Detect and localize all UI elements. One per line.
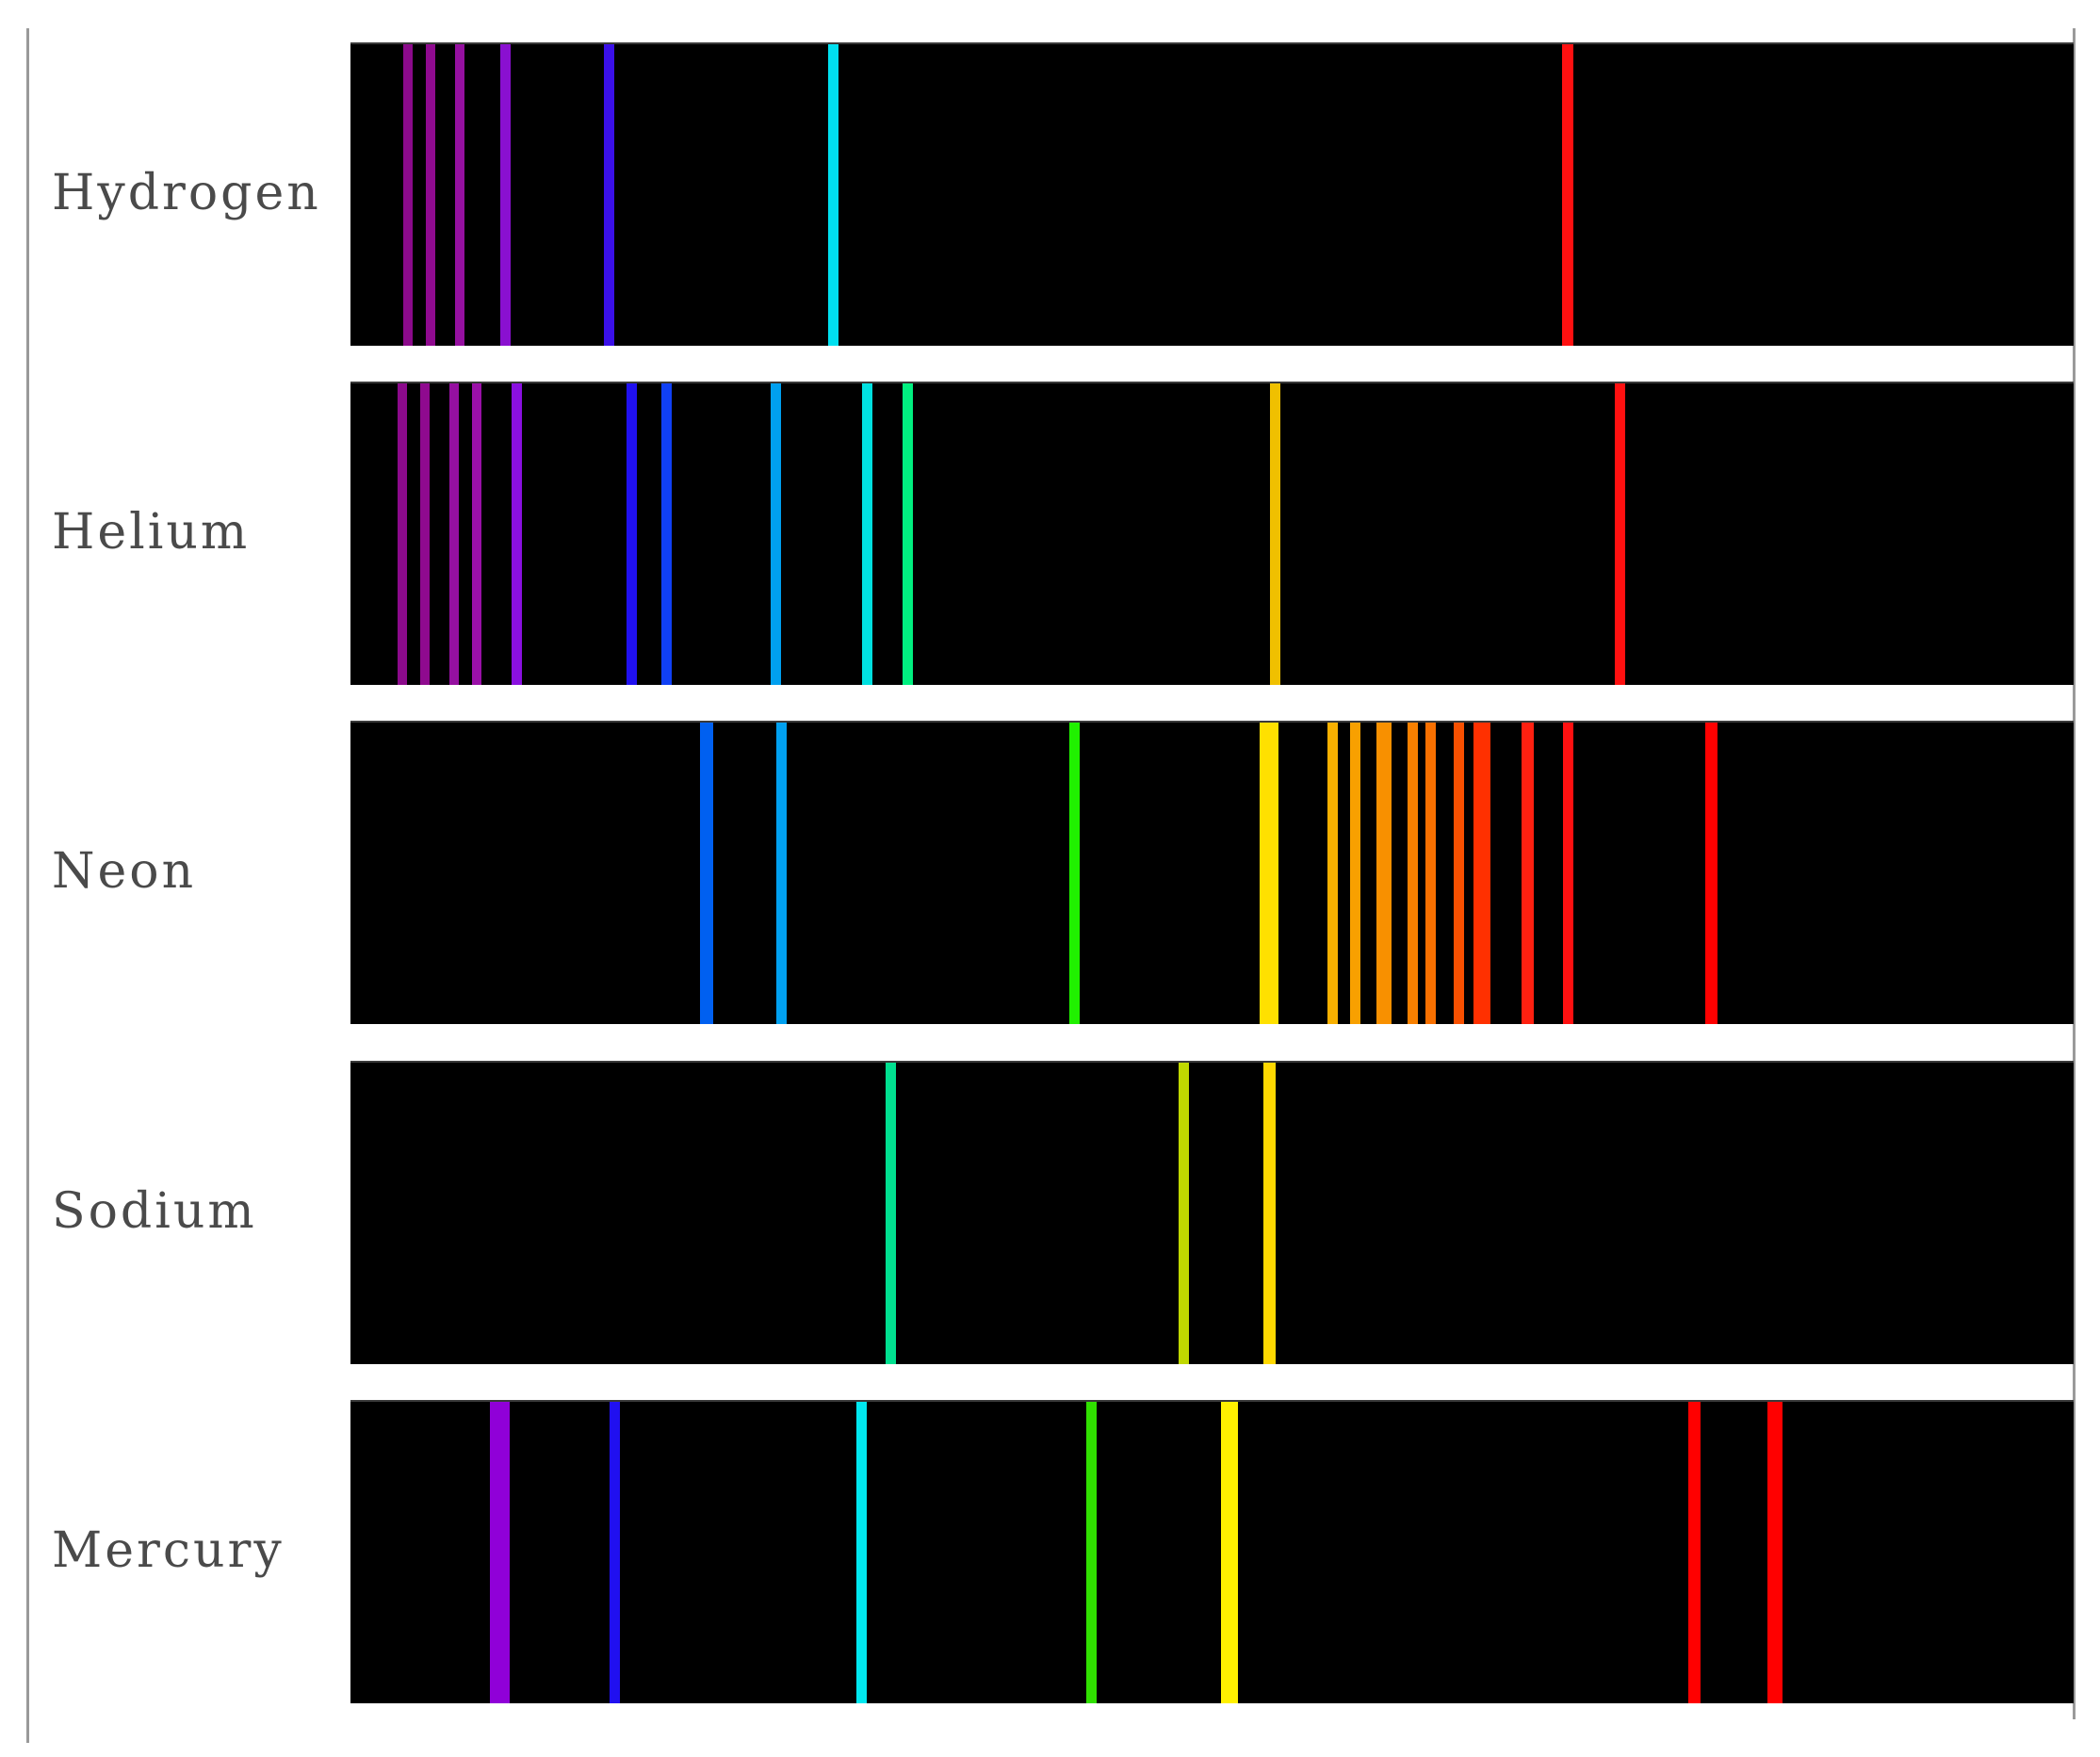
hydrogen-line-419: [455, 44, 464, 346]
neon-line-475: [776, 723, 787, 1024]
mercury-line-446: [610, 1402, 620, 1703]
label-hydrogen: Hydrogen: [52, 165, 321, 221]
neon-line-597: [1473, 723, 1490, 1024]
neon-line-462: [700, 723, 713, 1024]
left-frame-line: [26, 28, 29, 1743]
label-sodium: Sodium: [52, 1183, 257, 1240]
neon-line-605: [1522, 723, 1534, 1024]
hydrogen-line-612: [1562, 44, 1573, 346]
helium-line-455: [661, 383, 672, 685]
mercury-line-489: [856, 1402, 867, 1703]
helium-line-490: [862, 383, 872, 685]
mercury-line-634: [1688, 1402, 1701, 1703]
neon-line-575: [1350, 723, 1360, 1024]
hydrogen-line-410: [403, 44, 413, 346]
helium-line-497: [903, 383, 913, 685]
mercury-line-553: [1221, 1402, 1238, 1703]
neon-line-593: [1454, 723, 1464, 1024]
row-neon: Neon: [0, 721, 2100, 1024]
spectrum-neon: [350, 721, 2074, 1024]
spectrum-sodium: [350, 1061, 2074, 1364]
row-hydrogen: Hydrogen: [0, 42, 2100, 346]
helium-line-561: [1270, 383, 1280, 685]
helium-line-422: [472, 383, 481, 685]
neon-line-560: [1260, 723, 1278, 1024]
helium-line-409: [398, 383, 407, 685]
mercury-line-426: [490, 1402, 510, 1703]
sodium-line-494: [886, 1063, 896, 1364]
hydrogen-line-445: [604, 44, 614, 346]
spectrum-helium: [350, 382, 2074, 685]
neon-line-588: [1425, 723, 1436, 1024]
sodium-line-545: [1179, 1063, 1189, 1364]
row-mercury: Mercury: [0, 1400, 2100, 1703]
neon-line-571: [1327, 723, 1338, 1024]
helium-line-429: [512, 383, 522, 685]
sodium-line-560: [1263, 1063, 1276, 1364]
hydrogen-line-414: [426, 44, 435, 346]
neon-line-580: [1376, 723, 1392, 1024]
neon-line-612: [1563, 723, 1573, 1024]
helium-line-449: [627, 383, 637, 685]
label-helium: Helium: [52, 504, 251, 561]
row-sodium: Sodium: [0, 1061, 2100, 1364]
spectrum-mercury: [350, 1400, 2074, 1703]
mercury-line-648: [1767, 1402, 1783, 1703]
neon-line-526: [1069, 723, 1080, 1024]
hydrogen-line-427: [500, 44, 511, 346]
right-frame-line: [2073, 28, 2076, 1719]
hydrogen-line-484: [828, 44, 838, 346]
helium-line-621: [1615, 383, 1625, 685]
label-neon: Neon: [52, 843, 197, 900]
mercury-line-529: [1086, 1402, 1097, 1703]
helium-line-474: [771, 383, 781, 685]
neon-line-585: [1408, 723, 1418, 1024]
spectrum-hydrogen: [350, 42, 2074, 346]
helium-line-418: [449, 383, 459, 685]
row-helium: Helium: [0, 382, 2100, 685]
label-mercury: Mercury: [52, 1522, 285, 1579]
neon-line-637: [1705, 723, 1717, 1024]
helium-line-413: [420, 383, 430, 685]
